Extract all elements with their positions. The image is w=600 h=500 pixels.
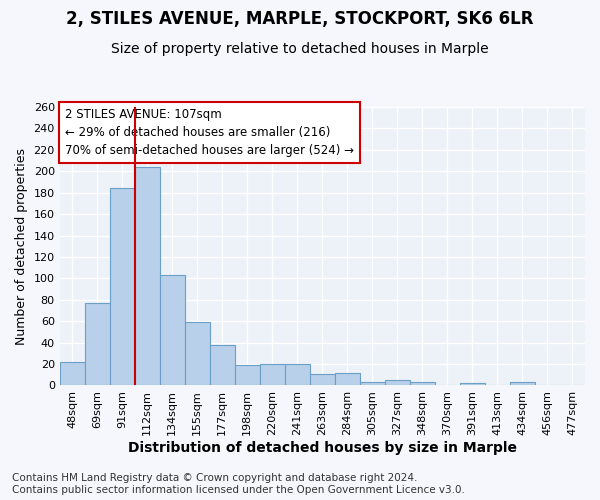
Bar <box>235 365 260 386</box>
Text: Size of property relative to detached houses in Marple: Size of property relative to detached ho… <box>111 42 489 56</box>
Bar <box>85 303 110 386</box>
Bar <box>160 275 185 386</box>
Bar <box>210 345 235 386</box>
X-axis label: Distribution of detached houses by size in Marple: Distribution of detached houses by size … <box>128 441 517 455</box>
Bar <box>335 372 360 386</box>
Bar <box>410 382 435 386</box>
Bar <box>135 167 160 386</box>
Bar <box>185 322 210 386</box>
Bar <box>59 362 85 386</box>
Bar <box>310 374 335 386</box>
Bar <box>360 382 385 386</box>
Bar <box>285 364 310 386</box>
Y-axis label: Number of detached properties: Number of detached properties <box>15 148 28 344</box>
Bar <box>460 384 485 386</box>
Text: 2, STILES AVENUE, MARPLE, STOCKPORT, SK6 6LR: 2, STILES AVENUE, MARPLE, STOCKPORT, SK6… <box>66 10 534 28</box>
Bar <box>110 188 135 386</box>
Text: 2 STILES AVENUE: 107sqm
← 29% of detached houses are smaller (216)
70% of semi-d: 2 STILES AVENUE: 107sqm ← 29% of detache… <box>65 108 354 158</box>
Text: Contains HM Land Registry data © Crown copyright and database right 2024.
Contai: Contains HM Land Registry data © Crown c… <box>12 474 465 495</box>
Bar <box>510 382 535 386</box>
Bar <box>385 380 410 386</box>
Bar <box>260 364 285 386</box>
